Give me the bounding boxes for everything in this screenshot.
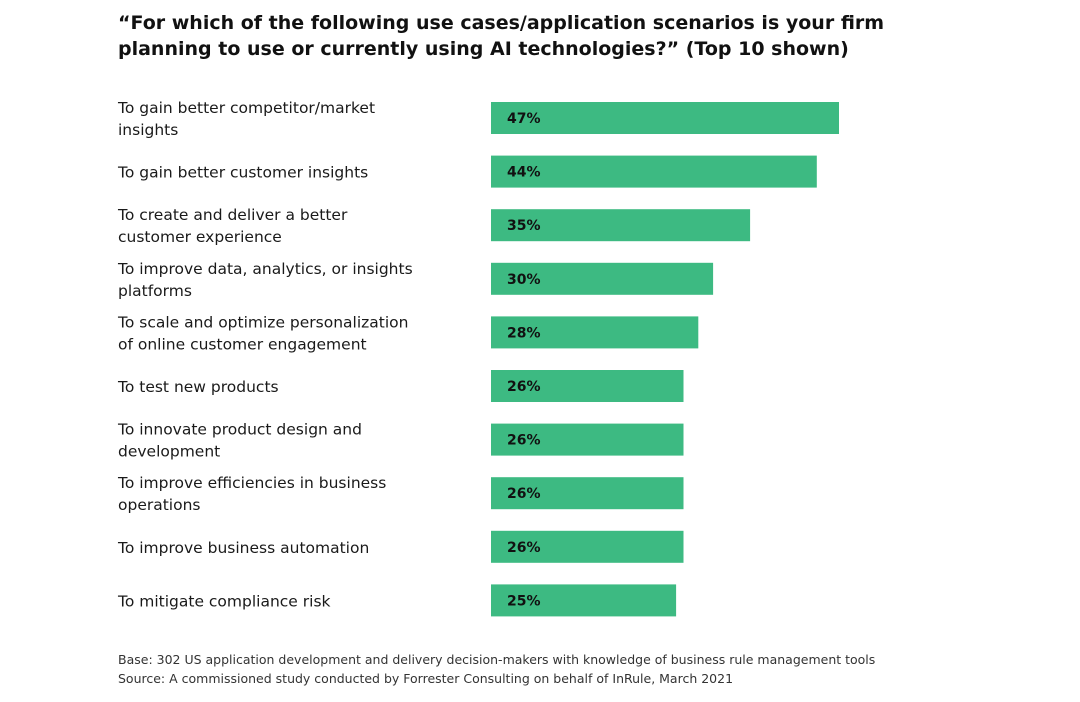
value-label-to-gain-better-customer-insights: 44% — [507, 165, 541, 181]
category-label-to-improve-efficiencies-in-business-operations: To improve efficiencies in business opera… — [117, 474, 386, 514]
bar-to-test-new-products — [491, 370, 684, 402]
value-label-to-create-and-deliver-a-better-customer-experience: 35% — [507, 218, 541, 234]
bar-to-improve-data-analytics-or-insights-platforms — [491, 262, 714, 295]
bar-to-gain-better-customer-insights — [491, 155, 817, 188]
value-label-to-gain-better-competitor-market-insights: 47% — [507, 111, 541, 127]
category-label-to-improve-business-automation: To improve business automation — [117, 539, 369, 557]
category-label-to-gain-better-competitor-market-insights: To gain better competitor/market insights — [117, 99, 375, 139]
chart-title: “For which of the following use cases/ap… — [118, 12, 885, 60]
category-label-to-improve-data-analytics-or-insights-platforms: To improve data, analytics, or insights p… — [117, 260, 413, 300]
category-label-to-mitigate-compliance-risk: To mitigate compliance risk — [117, 592, 331, 610]
value-label-to-scale-and-optimize-personalization-of-online-customer-engagement: 28% — [507, 325, 541, 341]
bar-to-innovate-product-design-and-development — [491, 423, 684, 456]
bar-to-create-and-deliver-a-better-customer-experience — [491, 209, 751, 242]
bar-to-scale-and-optimize-personalization-of-online-customer-engagement — [491, 316, 699, 349]
value-label-to-mitigate-compliance-risk: 25% — [507, 593, 541, 609]
bar-to-improve-business-automation — [491, 530, 684, 563]
value-label-to-test-new-products: 26% — [507, 379, 541, 395]
category-label-to-create-and-deliver-a-better-customer-experience: To create and deliver a better customer e… — [117, 206, 348, 246]
bar-to-improve-efficiencies-in-business-operations — [491, 477, 684, 510]
value-label-to-innovate-product-design-and-development: 26% — [507, 433, 541, 449]
value-label-to-improve-business-automation: 26% — [507, 540, 541, 556]
category-label-to-gain-better-customer-insights: To gain better customer insights — [117, 164, 368, 182]
value-label-to-improve-data-analytics-or-insights-platforms: 30% — [507, 272, 541, 288]
category-label-to-innovate-product-design-and-development: To innovate product design and developmen… — [117, 421, 362, 461]
source-note: Source: A commissioned study conducted b… — [118, 671, 734, 686]
category-label-to-test-new-products: To test new products — [117, 378, 279, 396]
bar-to-mitigate-compliance-risk — [491, 584, 677, 617]
value-label-to-improve-efficiencies-in-business-operations: 26% — [507, 486, 541, 502]
category-label-to-scale-and-optimize-personalization-of-online-customer-engagement: To scale and optimize personalization of … — [117, 313, 408, 353]
bar-to-gain-better-competitor-market-insights — [491, 102, 839, 134]
base-note: Base: 302 US application development and… — [118, 652, 876, 667]
